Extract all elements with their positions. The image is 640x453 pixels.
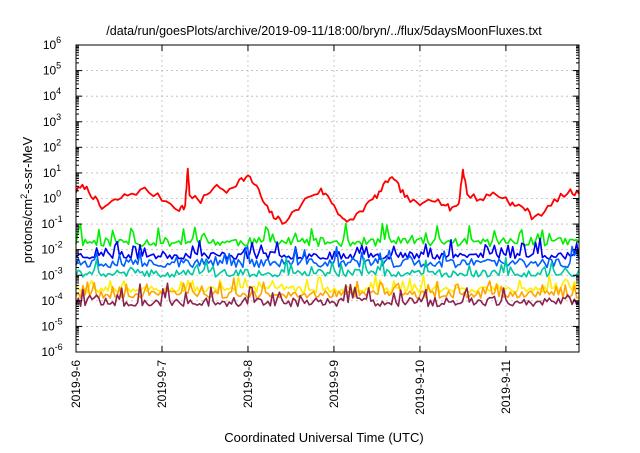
y-tick-label: 10-5: [41, 316, 62, 333]
y-axis-label-part1: protons/cm: [20, 199, 35, 263]
series-line: [75, 167, 580, 225]
y-tick-label: 103: [43, 112, 61, 129]
y-tick-label: 10-2: [41, 240, 62, 257]
y-tick-label: 101: [43, 163, 61, 180]
y-tick-label: 102: [43, 137, 61, 154]
plot-area: [75, 167, 580, 308]
y-tick-label: 10-6: [41, 342, 62, 359]
x-tick-label: 2019-9-7: [155, 360, 169, 408]
series-line: [75, 256, 580, 278]
series-line: [75, 237, 580, 260]
x-axis-label: Coordinated Universal Time (UTC): [224, 430, 423, 445]
x-tick-label: 2019-9-8: [241, 360, 255, 408]
y-tick-label: 10-1: [41, 214, 62, 231]
y-tick-label: 105: [43, 61, 61, 78]
y-axis-label-superscript: 2: [19, 194, 29, 199]
series-line: [75, 222, 580, 248]
x-tick-label: 2019-9-9: [327, 360, 341, 408]
y-axis-label-part2: -s-sr-MeV: [20, 136, 35, 193]
x-tick-label: 2019-9-6: [69, 360, 83, 408]
y-tick-label: 100: [43, 189, 61, 206]
y-axis: 10-6 10-5 10-4 10-3 10-2 10-1 100 101 102 103 104 1…: [41, 35, 579, 359]
x-axis: 2019-9-6 2019-9-7 2019-9-8 2019-9-9 2019-9-1…: [69, 45, 513, 415]
series-line: [75, 282, 580, 308]
chart-title: /data/run/goesPlots/archive/2019-09-11/1…: [106, 24, 542, 38]
grid: [76, 45, 579, 352]
y-tick-label: 104: [43, 86, 61, 103]
x-tick-label: 2019-9-11: [499, 360, 513, 414]
series-line: [75, 277, 580, 299]
y-tick-label: 10-4: [41, 291, 62, 308]
y-axis-label: protons/cm2-s-sr-MeV: [19, 136, 35, 263]
series-line: [75, 245, 580, 269]
x-tick-label: 2019-9-10: [413, 360, 427, 415]
y-tick-label: 10-3: [41, 265, 62, 282]
y-tick-label: 106: [43, 35, 61, 52]
